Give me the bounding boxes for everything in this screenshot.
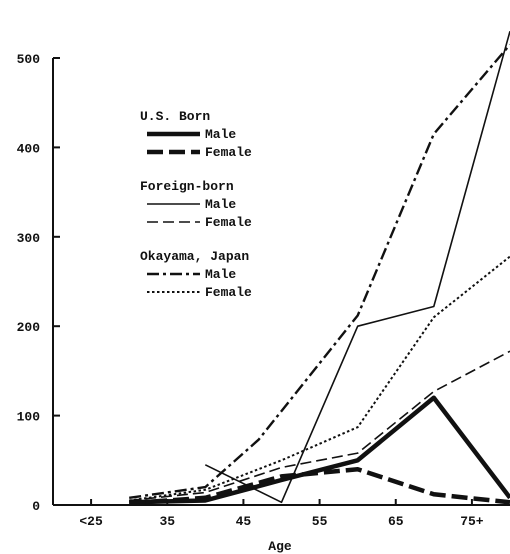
legend-group-title: U.S. Born — [140, 109, 210, 124]
series-line-5 — [129, 255, 510, 502]
series-line-1 — [129, 466, 510, 506]
y-tick-label: 400 — [17, 141, 41, 156]
y-tick-label: 0 — [32, 499, 40, 514]
x-tick-label: 35 — [159, 514, 175, 529]
y-axis-ticks: 0 100 200 300 400 500 — [17, 52, 60, 514]
x-tick-label: <25 — [79, 514, 103, 529]
legend-label: Female — [205, 215, 252, 230]
series-line-3 — [129, 350, 510, 502]
series-line-2 — [204, 30, 510, 504]
legend-label: Female — [205, 145, 252, 160]
x-axis-title: Age — [268, 539, 292, 554]
series-layer — [129, 30, 510, 506]
y-tick-label: 300 — [17, 231, 41, 246]
x-tick-label: 55 — [312, 514, 328, 529]
x-tick-label: 75+ — [460, 514, 484, 529]
series-line-4 — [129, 43, 510, 499]
legend-label: Female — [205, 285, 252, 300]
y-tick-label: 500 — [17, 52, 41, 67]
y-tick-label: 200 — [17, 320, 41, 335]
legend: U.S. Born Male Female Foreign-born Male Femal… — [140, 109, 252, 300]
legend-label: Male — [205, 267, 236, 282]
legend-group-title: Foreign-born — [140, 179, 234, 194]
y-tick-label: 100 — [17, 410, 41, 425]
x-tick-label: 45 — [236, 514, 252, 529]
legend-group-title: Okayama, Japan — [140, 249, 249, 264]
x-tick-label: 65 — [388, 514, 404, 529]
legend-label: Male — [205, 127, 236, 142]
series-line-0 — [129, 395, 510, 505]
legend-label: Male — [205, 197, 236, 212]
x-axis-ticks: <25 35 45 55 65 75+ — [79, 499, 484, 529]
